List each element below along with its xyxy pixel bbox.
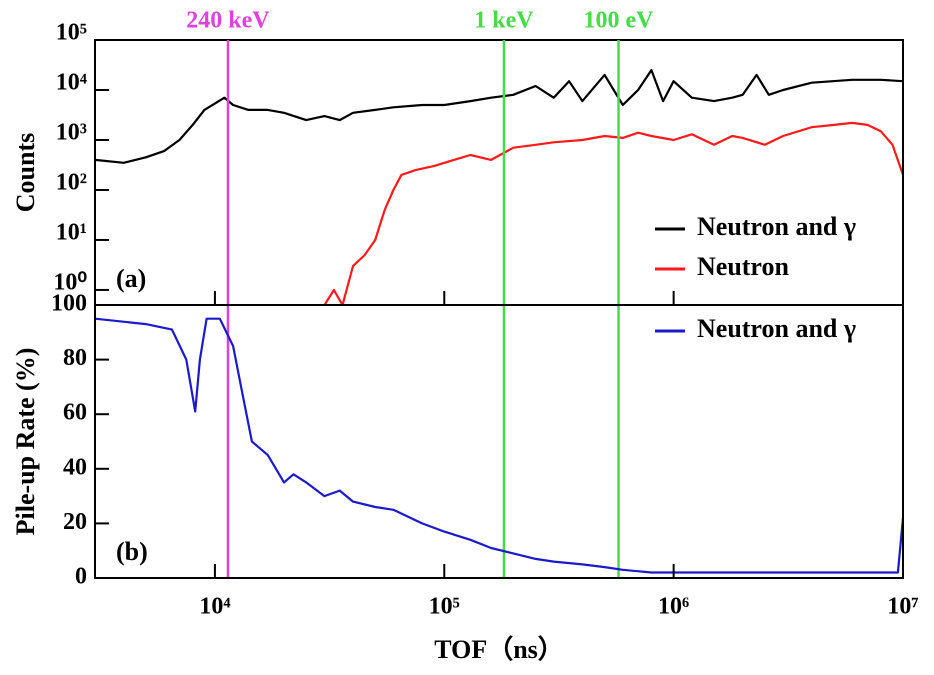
x-tick-label: 10⁷ bbox=[887, 594, 918, 620]
y-tick-label: 10⁴ bbox=[56, 69, 87, 95]
axes-frame bbox=[94, 304, 904, 579]
y-tick-label: 10¹ bbox=[56, 219, 87, 245]
legend-label: Neutron bbox=[697, 252, 790, 281]
y-tick-label: 80 bbox=[63, 345, 87, 371]
x-tick-label: 10⁶ bbox=[658, 594, 689, 620]
y-axis-label: Counts bbox=[11, 133, 40, 212]
y-tick-label: 100 bbox=[51, 291, 87, 317]
y-tick-label: 60 bbox=[63, 400, 87, 426]
panel-label: (b) bbox=[116, 537, 148, 566]
y-tick-label: 10⁰ bbox=[53, 269, 87, 295]
y-tick-label: 10⁵ bbox=[56, 20, 87, 46]
plot-area bbox=[95, 317, 903, 574]
data-line bbox=[95, 317, 903, 574]
annotation-label: 240 keV bbox=[186, 8, 270, 34]
plot-area bbox=[95, 69, 903, 305]
annotation-label: 100 eV bbox=[584, 8, 655, 34]
y-tick-label: 10³ bbox=[56, 119, 87, 145]
legend-label: Neutron and γ bbox=[697, 212, 856, 241]
annotation-label: 1 keV bbox=[474, 8, 534, 34]
x-axis-label: TOF（ns） bbox=[434, 635, 564, 664]
y-tick-label: 10² bbox=[56, 169, 87, 195]
data-line bbox=[323, 121, 903, 305]
y-tick-label: 20 bbox=[63, 509, 87, 535]
panel-label: (a) bbox=[116, 264, 146, 293]
x-tick-label: 10⁵ bbox=[429, 594, 460, 620]
y-axis-label: Pile-up Rate (%) bbox=[11, 348, 40, 536]
x-tick-label: 10⁴ bbox=[199, 594, 230, 620]
data-line bbox=[95, 69, 903, 164]
y-tick-label: 0 bbox=[75, 564, 87, 590]
legend-label: Neutron and γ bbox=[697, 314, 856, 343]
y-tick-label: 40 bbox=[63, 454, 87, 480]
